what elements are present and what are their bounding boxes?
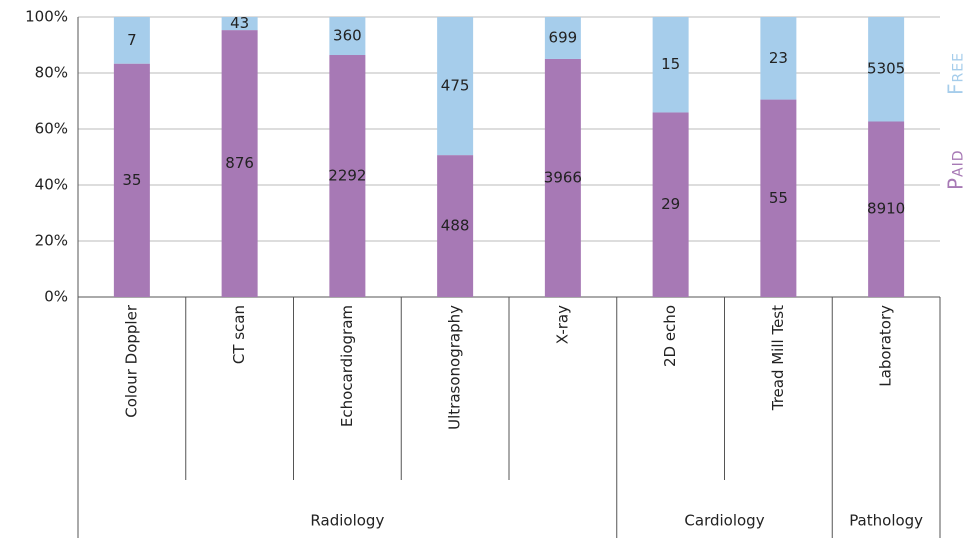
x-tick-label: Laboratory [877,305,895,387]
data-label: 15 [661,55,680,73]
bar-segment [113,63,150,297]
bar-segment [113,17,150,64]
y-tick-label: 60% [35,120,68,138]
bar-segment [221,30,258,297]
data-label: 876 [225,154,254,172]
bar-segment [760,17,797,100]
bar-segment [544,17,581,59]
data-label: 475 [441,77,470,95]
group-label: Cardiology [684,512,764,530]
legend-entry: Free [944,52,968,95]
data-label: 360 [333,27,362,45]
bar-segment [544,58,581,297]
bar-segment [868,17,905,122]
legend-entry: Paid [944,149,968,190]
x-tick-label: Colour Doppler [122,304,140,418]
data-label: 7 [127,31,137,49]
group-label: Pathology [849,512,923,530]
data-label: 3966 [544,168,582,186]
y-tick-label: 80% [35,64,68,82]
bar-segment [652,112,689,297]
bar-segment [437,155,474,297]
data-label: 55 [769,189,788,207]
x-tick-label: Ultrasonography [446,305,464,430]
data-label: 488 [441,217,470,235]
bar-segment [652,17,689,113]
y-tick-label: 40% [35,176,68,194]
bar-segment [437,17,474,156]
data-label: 29 [661,195,680,213]
bar-segment [221,17,258,31]
data-label: 8910 [867,200,905,218]
x-tick-label: X-ray [553,305,571,344]
x-tick-label: 2D echo [661,305,679,367]
bar-segment [329,55,366,297]
data-label: 35 [122,171,141,189]
y-tick-label: 100% [25,8,68,26]
data-label: 2292 [328,167,366,185]
y-tick-label: 0% [44,288,68,306]
x-tick-label: CT scan [230,305,248,364]
data-label: 5305 [867,60,905,78]
y-tick-label: 20% [35,232,68,250]
bar-segment [760,99,797,297]
data-label: 23 [769,49,788,67]
data-label: 699 [549,28,578,46]
x-tick-label: Echocardiogram [338,305,356,427]
group-label: Radiology [310,512,384,530]
bar-segment [868,121,905,297]
bar-segment [329,17,366,56]
data-label: 43 [230,14,249,32]
x-tick-label: Tread Mill Test [769,305,787,411]
